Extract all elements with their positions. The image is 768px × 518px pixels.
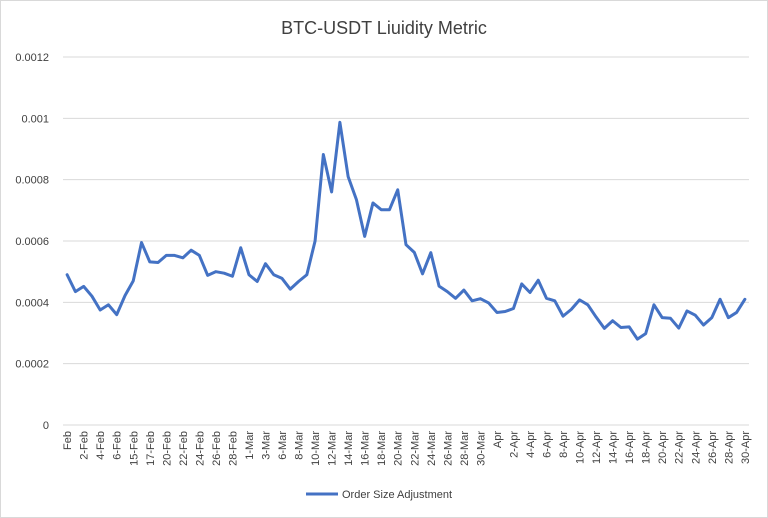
x-tick-label: 20-Feb [161,431,173,466]
x-tick-label: 28-Mar [459,431,471,466]
chart-title: BTC-USDT Liuidity Metric [281,18,487,38]
x-tick-label: Feb [62,431,74,450]
x-tick-label: 6-Mar [277,431,289,460]
x-axis-ticks: Feb 2-Feb 4-Feb 6-Feb 15-Feb 17-Feb 20-Feb 22-F… [62,431,752,466]
x-tick-label: 1-Mar [244,431,256,460]
y-tick-label: 0.0004 [15,297,49,309]
y-tick-label: 0.0006 [15,236,49,248]
x-tick-label: 26-Apr [707,431,719,464]
x-tick-label: 30-Apr [740,431,752,464]
series-group [65,120,747,341]
x-tick-label: 24-Apr [690,431,702,464]
x-tick-label: 14-Apr [608,431,620,464]
x-tick-label: 12-Mar [327,431,339,466]
y-tick-label: 0.0008 [15,175,49,187]
y-tick-label: 0.0002 [15,359,49,371]
x-tick-label: 28-Feb [227,431,239,466]
x-tick-label: 18-Mar [376,431,388,466]
x-tick-label: 28-Apr [723,431,735,464]
x-tick-label: 26-Mar [442,431,454,466]
x-tick-label: 3-Mar [260,431,272,460]
x-tick-label: 14-Mar [343,431,355,466]
x-tick-label: 8-Apr [558,431,570,458]
y-axis-ticks: 0 0.0002 0.0004 0.0006 0.0008 0.001 0.0012 [15,52,49,432]
x-tick-label: 4-Feb [95,431,107,460]
x-tick-label: 16-Mar [360,431,372,466]
x-tick-label: 22-Apr [674,431,686,464]
x-tick-label: 24-Mar [426,431,438,466]
x-tick-label: 4-Apr [525,431,537,458]
y-tick-label: 0 [43,420,49,432]
x-tick-label: 16-Apr [624,431,636,464]
y-tick-label: 0.0012 [15,52,49,64]
x-tick-label: 24-Feb [194,431,206,466]
x-tick-label: 8-Mar [294,431,306,460]
x-tick-label: 30-Mar [475,431,487,466]
x-tick-label: 15-Feb [128,431,140,466]
x-tick-label: Apr [492,431,504,448]
x-tick-label: 17-Feb [145,431,157,466]
series-line [65,120,747,341]
x-tick-label: 26-Feb [211,431,223,466]
gridlines [63,56,749,426]
x-tick-label: 18-Apr [641,431,653,464]
x-tick-label: 6-Apr [542,431,554,458]
legend: Order Size Adjustment [306,489,452,501]
x-tick-label: 2-Apr [508,431,520,458]
x-tick-label: 12-Apr [591,431,603,464]
x-tick-label: 20-Apr [657,431,669,464]
x-tick-label: 10-Mar [310,431,322,466]
x-tick-label: 20-Mar [393,431,405,466]
x-tick-label: 22-Mar [409,431,421,466]
x-tick-label: 22-Feb [178,431,190,466]
legend-label: Order Size Adjustment [342,489,452,501]
y-tick-label: 0.001 [21,113,49,125]
x-tick-label: 10-Apr [575,431,587,464]
x-tick-label: 2-Feb [79,431,91,460]
x-tick-label: 6-Feb [112,431,124,460]
